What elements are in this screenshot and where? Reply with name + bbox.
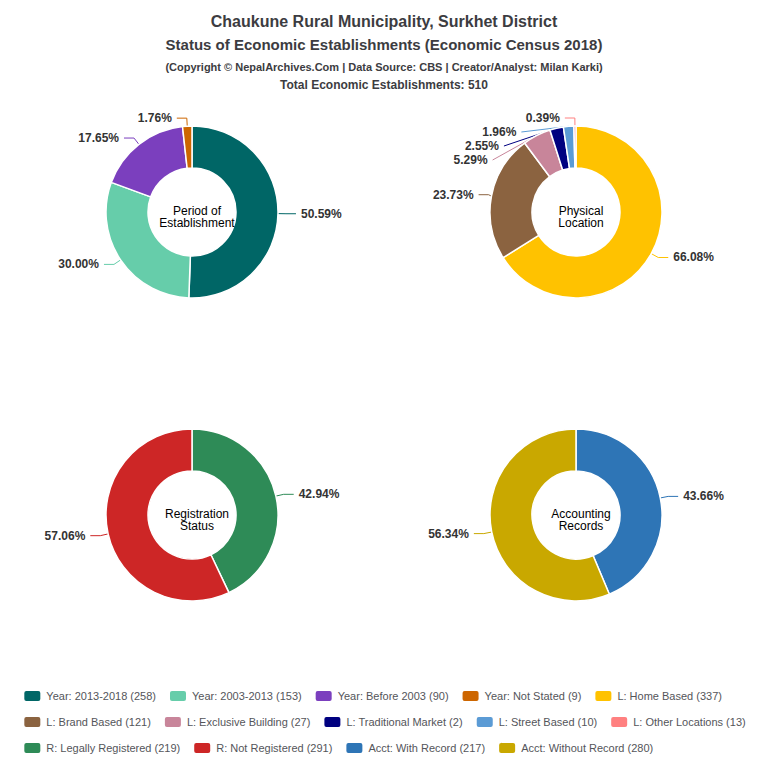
svg-text:30.00%: 30.00% — [58, 257, 99, 271]
svg-text:Year: Before 2003 (90): Year: Before 2003 (90) — [338, 690, 449, 702]
svg-text:Year: 2003-2013 (153): Year: 2003-2013 (153) — [192, 690, 302, 702]
svg-text:5.29%: 5.29% — [454, 153, 488, 167]
svg-text:(Copyright © NepalArchives.Com: (Copyright © NepalArchives.Com | Data So… — [165, 61, 603, 73]
svg-text:57.06%: 57.06% — [45, 529, 86, 543]
svg-text:Accounting: Accounting — [551, 507, 611, 521]
svg-text:23.73%: 23.73% — [433, 188, 474, 202]
svg-text:0.39%: 0.39% — [526, 111, 560, 125]
svg-text:1.96%: 1.96% — [482, 125, 516, 139]
svg-text:R: Legally Registered (219): R: Legally Registered (219) — [46, 742, 180, 754]
svg-text:43.66%: 43.66% — [683, 489, 724, 503]
svg-text:50.59%: 50.59% — [301, 207, 342, 221]
svg-text:Physical: Physical — [558, 204, 604, 218]
svg-text:Acct: With Record (217): Acct: With Record (217) — [368, 742, 485, 754]
svg-text:Chaukune Rural Municipality, S: Chaukune Rural Municipality, Surkhet Dis… — [211, 13, 558, 30]
svg-text:R: Not Registered (291): R: Not Registered (291) — [216, 742, 332, 754]
svg-text:Records: Records — [559, 519, 604, 533]
svg-text:Acct: Without Record (280): Acct: Without Record (280) — [521, 742, 653, 754]
svg-text:L: Street Based (10): L: Street Based (10) — [499, 716, 597, 728]
svg-text:Status of Economic Establishme: Status of Economic Establishments (Econo… — [166, 36, 603, 53]
svg-text:66.08%: 66.08% — [673, 250, 714, 264]
svg-text:L: Brand Based (121): L: Brand Based (121) — [46, 716, 151, 728]
svg-text:Status: Status — [180, 519, 214, 533]
svg-text:L: Home Based (337): L: Home Based (337) — [617, 690, 722, 702]
svg-text:Period of: Period of — [173, 204, 221, 218]
svg-text:Total Economic Establishments:: Total Economic Establishments: 510 — [280, 78, 488, 92]
svg-text:17.65%: 17.65% — [78, 131, 119, 145]
svg-text:2.55%: 2.55% — [465, 139, 499, 153]
svg-text:Location: Location — [558, 216, 603, 230]
svg-text:L: Other Locations (13): L: Other Locations (13) — [633, 716, 746, 728]
svg-text:Establishment: Establishment — [159, 216, 235, 230]
svg-text:L: Exclusive Building (27): L: Exclusive Building (27) — [187, 716, 311, 728]
svg-text:Year: Not Stated (9): Year: Not Stated (9) — [485, 690, 582, 702]
svg-text:1.76%: 1.76% — [138, 111, 172, 125]
svg-text:L: Traditional Market (2): L: Traditional Market (2) — [346, 716, 462, 728]
svg-text:Year: 2013-2018 (258): Year: 2013-2018 (258) — [46, 690, 156, 702]
svg-text:Registration: Registration — [165, 507, 229, 521]
svg-text:42.94%: 42.94% — [299, 487, 340, 501]
svg-text:56.34%: 56.34% — [428, 527, 469, 541]
